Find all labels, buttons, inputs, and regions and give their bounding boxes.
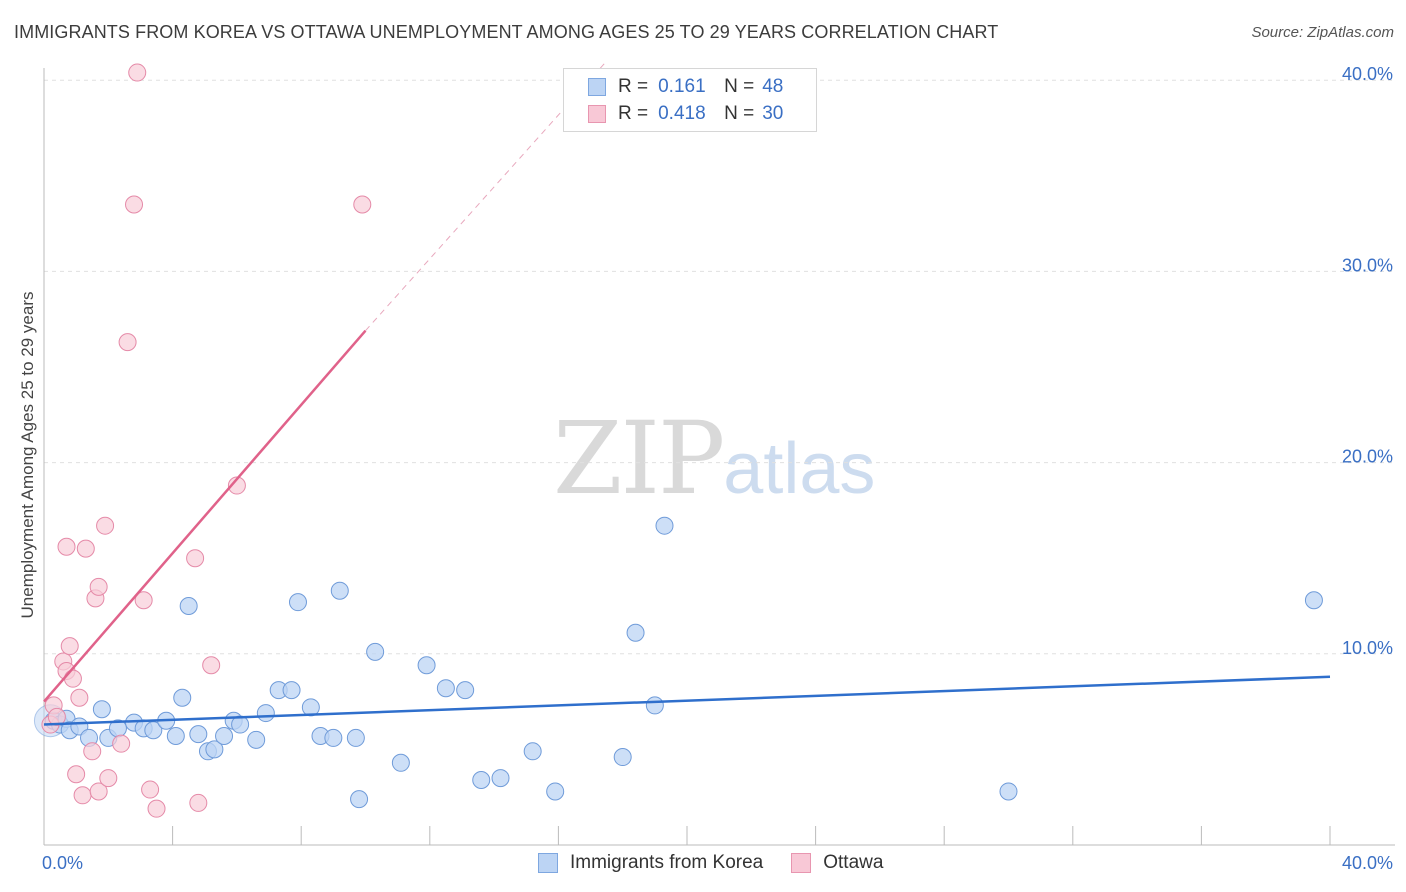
n-value-korea: 48 xyxy=(762,76,784,97)
korea-point xyxy=(1304,591,1323,610)
ottawa-point xyxy=(99,769,118,788)
korea-point xyxy=(456,681,475,700)
korea-point xyxy=(330,581,349,600)
korea-point xyxy=(179,597,198,615)
korea-point xyxy=(999,782,1018,801)
ottawa-point xyxy=(202,656,221,675)
y-tick-label-10: 10.0% xyxy=(1342,638,1393,658)
korea-point xyxy=(366,642,385,661)
ottawa-point xyxy=(134,591,153,610)
ottawa-point xyxy=(89,577,108,596)
ottawa-point xyxy=(147,799,166,818)
ottawa-point xyxy=(47,707,66,726)
ottawa-point xyxy=(125,195,144,214)
n-label: N = xyxy=(724,76,755,97)
legend-item-korea[interactable]: Immigrants from Korea xyxy=(538,852,763,874)
korea-point xyxy=(166,727,185,746)
ottawa-legend-swatch xyxy=(791,853,812,873)
korea-point xyxy=(189,725,208,744)
korea-point xyxy=(92,700,111,719)
y-tick-label-30: 30.0% xyxy=(1342,255,1393,275)
watermark-zip: ZIP xyxy=(553,400,725,517)
korea-point xyxy=(491,769,510,788)
korea-legend-swatch xyxy=(538,853,558,873)
korea-point xyxy=(546,782,565,801)
x-tick-label-min: 0.0% xyxy=(42,853,83,873)
korea-point xyxy=(173,688,192,707)
korea-trend-line xyxy=(43,675,1331,726)
korea-point xyxy=(613,748,632,767)
ottawa-point xyxy=(118,333,137,352)
ottawa-point xyxy=(186,549,205,568)
watermark: ZIPatlas xyxy=(553,400,875,517)
ottawa-point xyxy=(60,637,79,656)
korea-point xyxy=(346,728,365,747)
chart-title: IMMIGRANTS FROM KOREA VS OTTAWA UNEMPLOY… xyxy=(14,22,999,42)
korea-point xyxy=(288,593,307,612)
korea-point xyxy=(282,681,301,700)
ottawa-point xyxy=(63,669,82,688)
y-axis-title: Unemployment Among Ages 25 to 29 years xyxy=(18,291,37,619)
ottawa-point xyxy=(128,63,147,82)
y-tick-label-40: 40.0% xyxy=(1342,64,1393,84)
korea-point xyxy=(324,728,343,747)
n-label: N = xyxy=(724,103,755,124)
ottawa-point xyxy=(189,793,208,812)
source-label: Source: ZipAtlas.com xyxy=(1251,24,1394,41)
korea-point xyxy=(205,740,224,759)
korea-point xyxy=(350,790,369,809)
ottawa-point xyxy=(227,476,246,495)
n-value-ottawa: 30 xyxy=(762,103,784,124)
korea-point xyxy=(645,696,664,715)
bottom-legend: Immigrants from Korea Ottawa xyxy=(538,852,911,874)
ottawa-point xyxy=(70,688,89,707)
korea-point xyxy=(626,623,645,642)
r-label: R = xyxy=(618,103,649,124)
stats-legend-row-korea: R = 0.161 N = 48 xyxy=(588,74,783,100)
korea-point xyxy=(436,679,455,698)
stats-legend-row-ottawa: R = 0.418 N = 30 xyxy=(588,101,783,127)
korea-point xyxy=(215,727,234,746)
x-tick-label-max: 40.0% xyxy=(1342,853,1393,873)
ottawa-point xyxy=(96,516,115,535)
korea-point xyxy=(472,770,491,789)
r-value-korea: 0.161 xyxy=(658,76,706,97)
r-value-ottawa: 0.418 xyxy=(658,103,706,124)
legend-item-ottawa[interactable]: Ottawa xyxy=(791,852,883,874)
korea-point xyxy=(655,516,674,535)
ottawa-point xyxy=(353,195,372,214)
korea-point xyxy=(391,753,410,772)
korea-point xyxy=(144,721,163,740)
ottawa-point xyxy=(57,537,76,556)
ottawa-point xyxy=(76,539,95,558)
ottawa-point xyxy=(112,734,131,753)
korea-swatch xyxy=(588,78,606,96)
ottawa-point xyxy=(89,782,108,801)
korea-point xyxy=(523,742,542,761)
ottawa-trend-line xyxy=(43,329,367,703)
r-label: R = xyxy=(618,76,649,97)
ottawa-point xyxy=(67,765,86,784)
y-tick-label-20: 20.0% xyxy=(1342,447,1393,467)
korea-point xyxy=(247,730,266,749)
legend-label-ottawa: Ottawa xyxy=(823,852,884,873)
legend-label-korea: Immigrants from Korea xyxy=(570,852,764,873)
ottawa-swatch xyxy=(588,105,606,123)
watermark-atlas: atlas xyxy=(723,429,876,509)
korea-point xyxy=(256,704,275,723)
ottawa-point xyxy=(83,742,102,761)
ottawa-point xyxy=(73,786,92,805)
korea-point xyxy=(417,656,436,675)
ottawa-point xyxy=(141,780,160,799)
stats-legend: R = 0.161 N = 48 R = 0.418 N = 30 xyxy=(563,68,817,132)
